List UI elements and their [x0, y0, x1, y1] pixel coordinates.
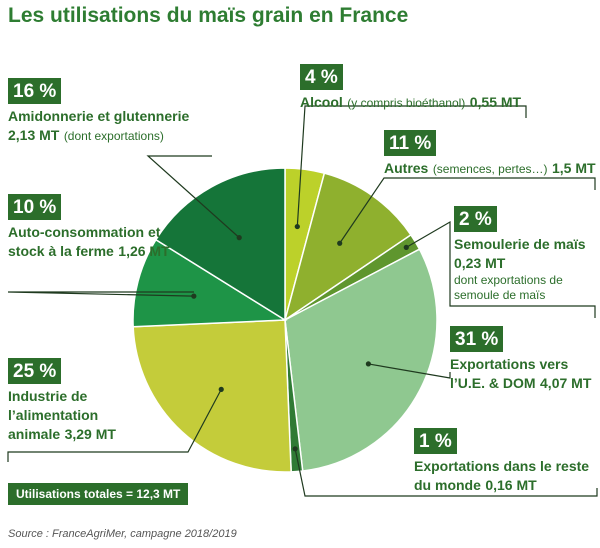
- label-export-ue: 31 % Exportations vers l’U.E. & DOM 4,07…: [450, 326, 598, 393]
- pct-badge-amidonnerie: 16 %: [8, 78, 62, 104]
- label-note-autres: (semences, pertes…): [432, 162, 548, 176]
- pct-badge-alim-animale: 25 %: [8, 358, 62, 384]
- label-autres: 11 % Autres (semences, pertes…) 1,5 MT: [384, 130, 596, 178]
- pct-badge-auto-conso: 10 %: [8, 194, 62, 220]
- pie-slice-alim-animale: [132, 319, 292, 473]
- pie-slice-autres: [283, 172, 412, 322]
- leader-dot-amidonnerie: [236, 235, 242, 241]
- label-value-alim-animale: 3,29 MT: [64, 426, 116, 442]
- pct-badge-export-monde: 1 %: [414, 428, 457, 454]
- label-value-export-monde: 0,16 MT: [485, 477, 537, 493]
- label-note-amidonnerie: (dont exportations): [63, 129, 164, 143]
- pct-badge-semoulerie: 2 %: [454, 206, 497, 232]
- label-name-autres: Autres: [384, 160, 429, 176]
- leader-line-export-monde: [294, 448, 598, 497]
- label-export-monde: 1 % Exportations dans le reste du monde …: [414, 428, 598, 495]
- leader-dot-export-monde: [292, 446, 298, 452]
- chart-title: Les utilisations du maïs grain en France: [8, 4, 409, 27]
- leader-dot-alcool: [294, 223, 300, 230]
- label-name-export-monde: Exportations dans le reste du monde: [414, 458, 590, 493]
- label-name-amidonnerie: Amidonnerie et glutennerie: [8, 108, 190, 124]
- pie-slice-amidonnerie: [154, 167, 286, 322]
- pie-slice-export-ue: [284, 248, 438, 472]
- leader-dot-autres: [337, 240, 343, 246]
- label-value-export-ue: 4,07 MT: [540, 375, 592, 391]
- pie-slice-auto-conso: [132, 238, 288, 328]
- label-value-alcool: 0,55 MT: [469, 94, 522, 110]
- label-value-amidonnerie: 2,13 MT: [8, 127, 60, 143]
- label-name-alim-animale: Industrie de l’alimentation animale: [8, 388, 99, 442]
- label-alcool: 4 % Alcool (y compris bioéthanol) 0,55 M…: [300, 64, 521, 112]
- label-value-autres: 1,5 MT: [551, 160, 596, 176]
- source-note: Source : FranceAgriMer, campagne 2018/20…: [8, 528, 237, 540]
- label-amidonnerie: 16 % Amidonnerie et glutennerie 2,13 MT …: [8, 78, 189, 145]
- label-value-semoulerie: 0,23 MT: [454, 255, 506, 271]
- pct-badge-export-ue: 31 %: [450, 326, 504, 352]
- label-alim-animale: 25 % Industrie de l’alimentation animale…: [8, 358, 138, 444]
- label-semoulerie: 2 % Semoulerie de maïs 0,23 MT dont expo…: [454, 206, 596, 303]
- total-badge: Utilisations totales = 12,3 MT: [8, 483, 189, 505]
- leader-line-alcool: [296, 105, 527, 227]
- leader-line-amidonnerie: [146, 155, 240, 239]
- label-name-export-ue: Exportations vers l’U.E. & DOM: [450, 356, 569, 391]
- label-note-semoulerie: dont exportations de semoule de maïs: [454, 273, 563, 302]
- leader-dot-export-ue: [365, 361, 371, 367]
- leader-line-semoulerie: [405, 220, 596, 318]
- pct-badge-autres: 11 %: [384, 130, 437, 156]
- label-name-semoulerie: Semoulerie de maïs: [454, 236, 586, 252]
- label-auto-conso: 10 % Auto-consommation et stock à la fer…: [8, 194, 178, 261]
- leader-line-autres: [339, 177, 596, 244]
- leader-dot-auto-conso: [191, 293, 197, 299]
- leader-line-auto-conso: [7, 291, 194, 297]
- leader-dot-alim-animale: [218, 386, 224, 392]
- label-value-auto-conso: 1,26 MT: [118, 243, 170, 259]
- leader-line-alim-animale: [7, 389, 222, 462]
- leader-dot-semoulerie: [403, 244, 409, 250]
- leader-line-export-ue: [368, 363, 451, 379]
- pct-badge-alcool: 4 %: [300, 64, 343, 90]
- label-note-alcool: (y compris bioéthanol): [347, 96, 466, 110]
- label-name-alcool: Alcool: [300, 94, 343, 110]
- label-name-auto-conso: Auto-consommation et stock à la ferme: [8, 224, 161, 259]
